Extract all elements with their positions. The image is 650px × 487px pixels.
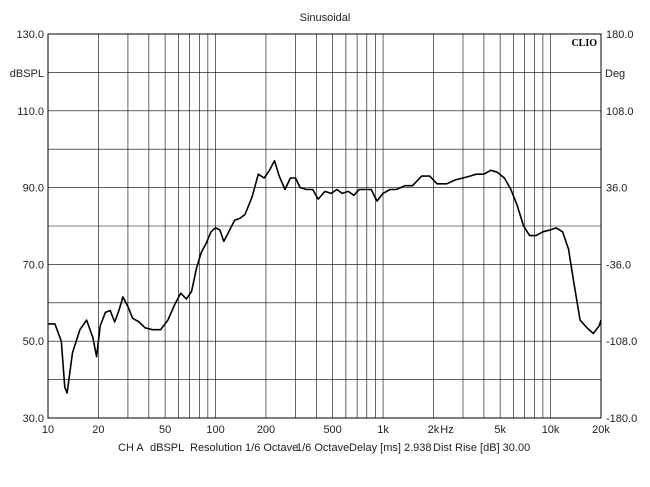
y-axis-label: dBSPL: [10, 68, 44, 80]
y2-tick-label: -36.0: [606, 259, 631, 271]
footer-dist-rise: Dist Rise [dB] 30.00: [433, 442, 530, 454]
x-tick-label: 50: [159, 424, 171, 436]
y-tick-label: 90.0: [23, 183, 44, 195]
x-tick-label: 10: [42, 424, 54, 436]
spl-response-curve: [48, 159, 602, 394]
x-tick-labels: 10 20 50 100 200 500 1k 2k 5k 10k 20k: [42, 424, 610, 436]
x-tick-label: 10k: [542, 424, 560, 436]
y-tick-label: 130.0: [16, 29, 44, 41]
clio-logo: CLIO: [571, 38, 597, 49]
footer-resolution: Resolution 1/6 Octave: [190, 442, 298, 454]
y2-tick-label: 108.0: [606, 106, 634, 118]
y2-tick-label: 180.0: [606, 29, 634, 41]
plot-frame: [47, 33, 602, 419]
x-unit-label: Hz: [440, 424, 453, 436]
footer-unit: dBSPL: [150, 442, 184, 454]
y2-tick-label: -108.0: [606, 336, 637, 348]
x-tick-label: 2k: [428, 424, 440, 436]
footer-smoothing: 1/6 Octave: [296, 442, 349, 454]
x-tick-label: 100: [206, 424, 224, 436]
y-tick-label: 110.0: [17, 106, 44, 118]
y2-tick-label: 36.0: [606, 183, 627, 195]
x-tick-label: 5k: [494, 424, 506, 436]
y-tick-label: 70.0: [23, 259, 44, 271]
y-tick-label: 30.0: [23, 413, 44, 425]
y2-tick-labels: 180.0 108.0 36.0 -36.0 -108.0 -180.0: [606, 29, 637, 425]
chart-title: Sinusoidal: [300, 12, 351, 24]
measurement-footer: CH A dBSPL Resolution 1/6 Octave 1/6 Oct…: [118, 442, 530, 454]
y-tick-labels: 130.0 110.0 90.0 70.0 50.0 30.0: [16, 29, 44, 425]
x-tick-label: 20: [92, 424, 104, 436]
x-tick-label: 200: [257, 424, 275, 436]
y-tick-label: 50.0: [23, 336, 44, 348]
x-tick-label: 20k: [592, 424, 610, 436]
footer-delay: Delay [ms] 2.938: [349, 442, 432, 454]
x-tick-label: 1k: [377, 424, 389, 436]
y2-tick-label: -180.0: [606, 413, 637, 425]
y2-axis-label: Deg: [605, 68, 625, 80]
plot-grid: [48, 34, 601, 418]
footer-channel: CH A: [118, 442, 144, 454]
x-tick-label: 500: [323, 424, 341, 436]
